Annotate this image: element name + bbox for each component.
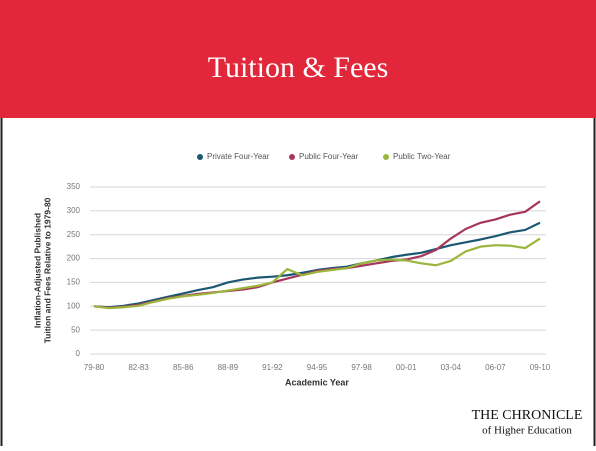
x-tick-label: 85-86 <box>173 363 194 372</box>
y-tick-label: 150 <box>67 278 81 287</box>
chart: 0 50 100 150 200 250 300 350 79-80 82-83 85-86 88-8… <box>32 152 551 387</box>
y-axis-label: Inflation-Adjusted Published <box>32 213 42 328</box>
legend-marker <box>383 154 389 160</box>
legend-marker <box>197 154 203 160</box>
x-tick-label: 88-89 <box>218 363 239 372</box>
x-tick-label: 00-01 <box>396 363 417 372</box>
legend-label: Private Four-Year <box>207 152 270 161</box>
x-tick-label: 79-80 <box>84 363 105 372</box>
y-tick-label: 300 <box>67 206 81 215</box>
y-tick-label: 100 <box>67 301 81 310</box>
logo-line2: of Higher Education <box>482 425 572 437</box>
series-line <box>93 221 541 309</box>
x-tick-label: 03-04 <box>441 363 462 372</box>
legend-label: Public Two-Year <box>393 152 451 161</box>
x-tick-label: 09-10 <box>530 363 551 372</box>
legend-marker <box>289 154 295 160</box>
series-line <box>93 237 541 310</box>
series-line <box>93 200 541 309</box>
x-tick-label: 82-83 <box>128 363 149 372</box>
y-tick-label: 50 <box>71 325 80 334</box>
y-axis-label: Tuition and Fees Relative to 1979-80 <box>42 197 52 343</box>
x-tick-label: 94-95 <box>307 363 328 372</box>
y-tick-label: 350 <box>67 182 81 191</box>
x-axis-label: Academic Year <box>285 377 349 387</box>
y-tick-label: 200 <box>67 254 81 263</box>
x-tick-label: 91-92 <box>262 363 283 372</box>
y-tick-label: 0 <box>76 349 81 358</box>
slide-title: Tuition & Fees <box>208 51 389 84</box>
logo-line1: THE CHRONICLE <box>472 408 583 423</box>
x-tick-label: 97-98 <box>351 363 372 372</box>
legend-label: Public Four-Year <box>299 152 359 161</box>
x-tick-label: 06-07 <box>485 363 506 372</box>
header-band <box>0 0 596 118</box>
y-tick-label: 250 <box>67 230 81 239</box>
